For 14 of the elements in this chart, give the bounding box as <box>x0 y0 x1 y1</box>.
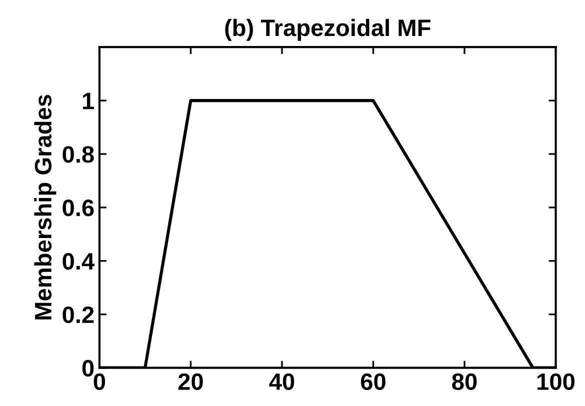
y-tick-label: 0.2 <box>62 306 94 324</box>
x-tick-label: 40 <box>269 373 294 390</box>
y-tick-label: 0 <box>82 360 94 377</box>
y-tick-label: 0.4 <box>62 252 94 270</box>
x-tick-label: 60 <box>360 373 386 390</box>
y-axis-title: Membership Grades <box>34 94 56 320</box>
chart-title: (b) Trapezoidal MF <box>225 18 430 41</box>
y-tick-label: 0.8 <box>62 146 94 163</box>
y-tick-label: 1 <box>82 92 94 110</box>
x-tick-label: 0 <box>94 373 106 390</box>
x-tick-label: 80 <box>452 373 477 390</box>
x-tick-label: 20 <box>178 373 203 390</box>
y-tick-label: 0.6 <box>62 200 94 216</box>
x-tick-label: 100 <box>538 373 574 390</box>
